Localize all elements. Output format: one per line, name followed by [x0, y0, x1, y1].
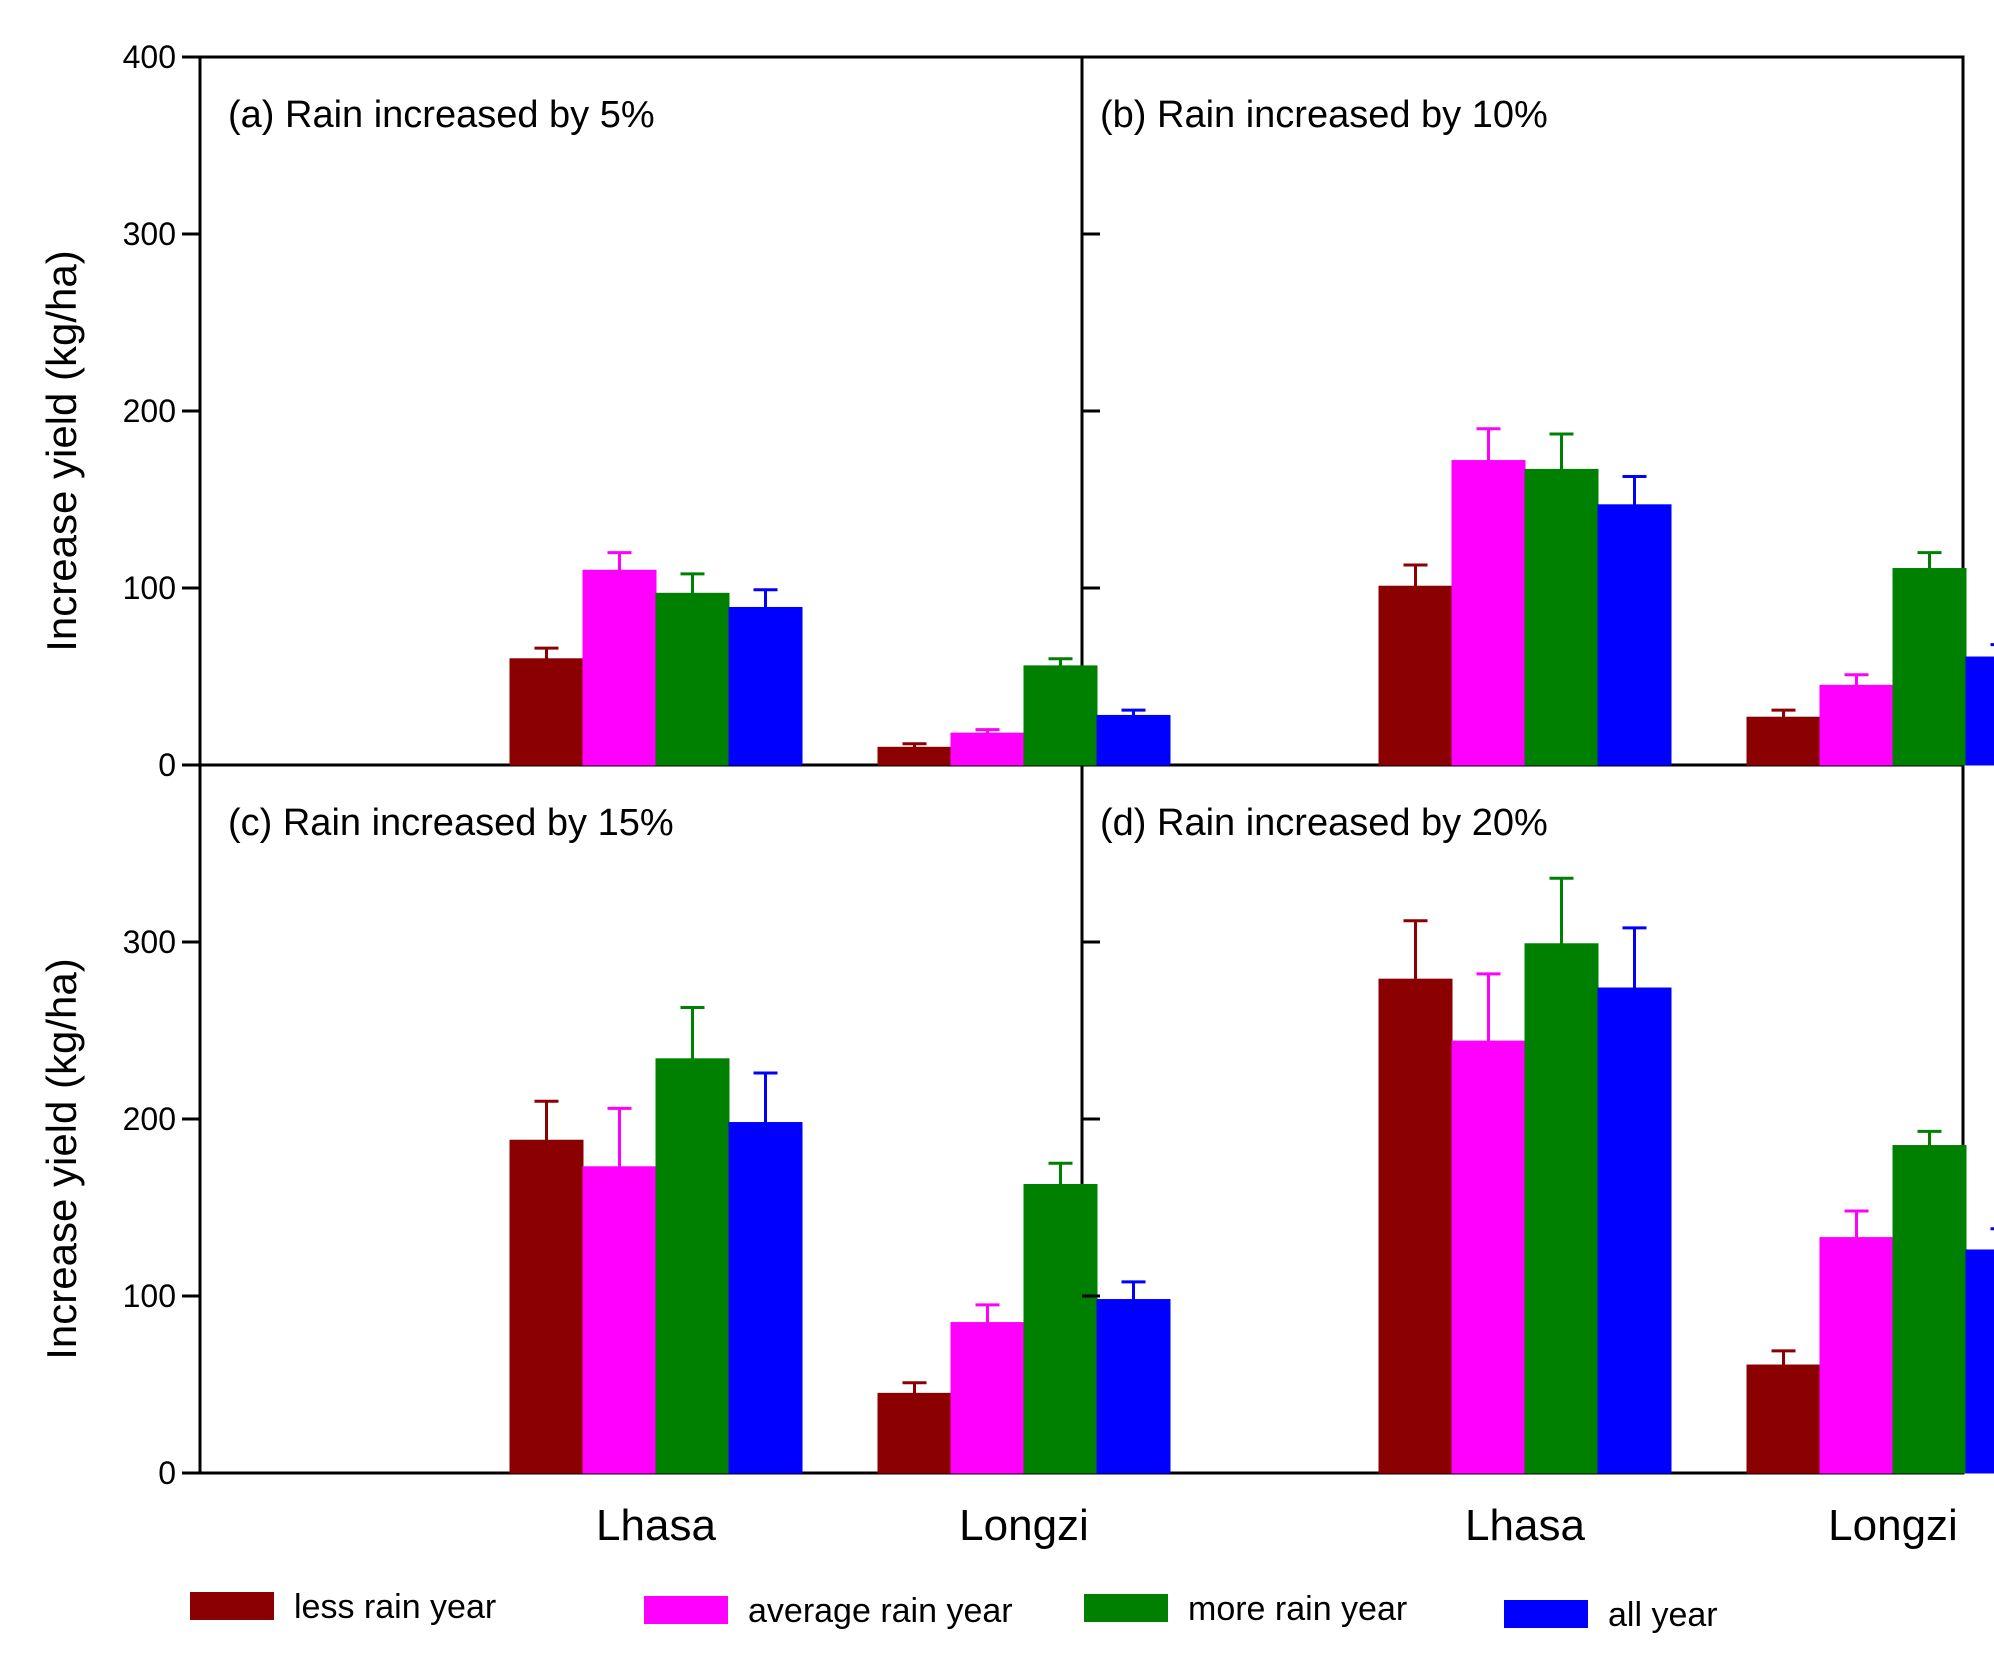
bar-a-longzi-all-year	[1096, 714, 1171, 766]
bar-a-lhasa-more-rain-year	[655, 592, 730, 766]
bar-b-lhasa-less-rain-year	[1378, 585, 1453, 766]
bar-c-longzi-average-rain-year	[950, 1322, 1025, 1474]
bar-c-longzi-less-rain-year	[877, 1392, 952, 1474]
panel-title-a: (a) Rain increased by 5%	[228, 94, 655, 136]
x-tick-label-longzi: Longzi	[1828, 1501, 1958, 1550]
y-tick-label: 200	[123, 1101, 176, 1137]
y-tick-label: 300	[123, 216, 176, 252]
bar-d-lhasa-less-rain-year	[1378, 978, 1453, 1474]
y-tick-label: 300	[123, 924, 176, 960]
x-tick-label-longzi: Longzi	[959, 1501, 1089, 1550]
error-bars-layer	[534, 427, 1994, 1394]
bar-d-longzi-less-rain-year	[1746, 1364, 1821, 1474]
bar-b-lhasa-more-rain-year	[1524, 468, 1599, 766]
bar-a-lhasa-less-rain-year	[509, 658, 584, 766]
panel-title-c: (c) Rain increased by 15%	[228, 802, 674, 844]
bar-a-longzi-average-rain-year	[950, 732, 1025, 766]
bar-d-longzi-all-year	[1965, 1249, 1994, 1474]
legend-swatch-all-year	[1504, 1600, 1588, 1628]
bar-a-longzi-less-rain-year	[877, 746, 952, 766]
bar-b-longzi-less-rain-year	[1746, 716, 1821, 766]
text-layer: 0 100 200 300 400 Increase yield (kg/ha) 0 100 2…	[38, 39, 1958, 1550]
bar-c-longzi-all-year	[1096, 1299, 1171, 1474]
y-tick-label: 100	[123, 570, 176, 606]
bar-d-lhasa-average-rain-year	[1451, 1040, 1526, 1474]
bar-d-lhasa-all-year	[1597, 987, 1672, 1474]
axes-layer	[182, 55, 1100, 1475]
bar-c-lhasa-all-year	[728, 1122, 803, 1474]
y-tick-label: 100	[123, 1278, 176, 1314]
bar-b-lhasa-all-year	[1597, 504, 1672, 766]
bars-layer	[509, 460, 1994, 1474]
bar-a-longzi-more-rain-year	[1023, 665, 1098, 766]
panel-title-d: (d) Rain increased by 20%	[1100, 802, 1548, 844]
bar-c-lhasa-more-rain-year	[655, 1058, 730, 1474]
bar-d-longzi-average-rain-year	[1819, 1237, 1894, 1474]
x-tick-label-lhasa: Lhasa	[596, 1501, 716, 1550]
y-tick-label: 400	[123, 39, 176, 75]
legend-label-all-year: all year	[1608, 1596, 1718, 1634]
bar-c-lhasa-less-rain-year	[509, 1139, 584, 1474]
legend-label-more-rain-year: more rain year	[1188, 1590, 1407, 1628]
bar-a-lhasa-all-year	[728, 606, 803, 766]
panel-title-b: (b) Rain increased by 10%	[1100, 94, 1548, 136]
legend-label-less-rain-year: less rain year	[294, 1588, 496, 1626]
legend-swatch-less-rain-year	[190, 1592, 274, 1620]
y-axis-label: Increase yield (kg/ha)	[38, 958, 85, 1360]
y-tick-label: 0	[158, 747, 176, 783]
bar-c-lhasa-average-rain-year	[582, 1166, 657, 1474]
legend-swatch-more-rain-year	[1084, 1594, 1168, 1622]
bar-c-longzi-more-rain-year	[1023, 1183, 1098, 1474]
bar-b-lhasa-average-rain-year	[1451, 460, 1526, 766]
legend: less rain year average rain year more rain…	[190, 1588, 1718, 1634]
bar-b-longzi-all-year	[1965, 656, 1994, 766]
bar-b-longzi-more-rain-year	[1892, 568, 1967, 766]
bar-d-longzi-more-rain-year	[1892, 1145, 1967, 1474]
x-tick-label-lhasa: Lhasa	[1465, 1501, 1585, 1550]
y-axis-label: Increase yield (kg/ha)	[38, 250, 85, 652]
bar-b-longzi-average-rain-year	[1819, 684, 1894, 766]
y-tick-label: 0	[158, 1455, 176, 1491]
bar-d-lhasa-more-rain-year	[1524, 943, 1599, 1474]
legend-swatch-average-rain-year	[644, 1596, 728, 1624]
bar-a-lhasa-average-rain-year	[582, 569, 657, 766]
y-tick-label: 200	[123, 393, 176, 429]
legend-label-average-rain-year: average rain year	[748, 1592, 1013, 1630]
